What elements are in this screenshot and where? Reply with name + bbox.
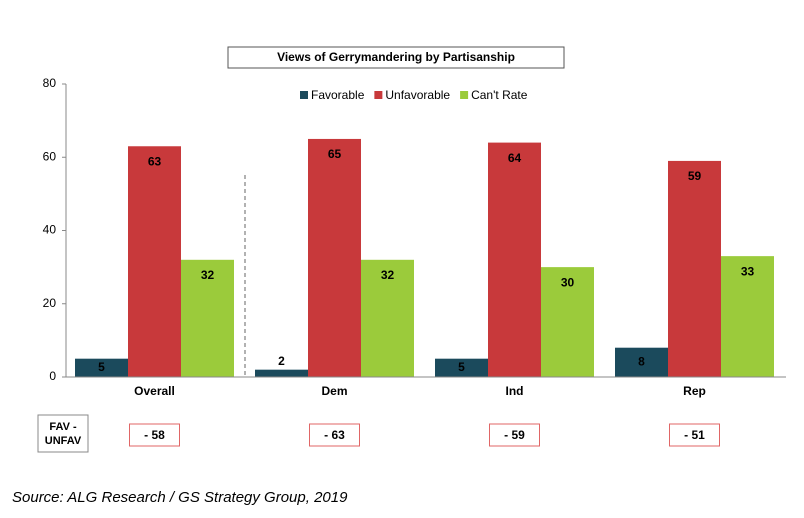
value-label: 63	[148, 154, 162, 168]
legend-label: Can't Rate	[471, 88, 528, 102]
bar	[668, 160, 721, 377]
x-tick-label: Overall	[134, 384, 175, 398]
value-label: 32	[381, 268, 395, 282]
chart-title: Views of Gerrymandering by Partisanship	[277, 50, 515, 64]
net-value: - 58	[144, 428, 165, 442]
title-box	[227, 46, 565, 69]
value-label: 65	[328, 147, 342, 161]
net-box	[309, 423, 360, 447]
y-tick-label: 60	[43, 149, 57, 163]
y-tick-label: 0	[49, 369, 56, 383]
net-label: UNFAV	[45, 435, 82, 447]
value-label: 33	[741, 264, 755, 278]
y-tick-label: 80	[43, 76, 57, 90]
y-tick-label: 40	[43, 223, 57, 237]
bar	[721, 256, 774, 377]
value-label: 32	[201, 268, 215, 282]
bar	[615, 347, 668, 377]
x-tick-label: Dem	[321, 384, 347, 398]
bar	[308, 138, 361, 377]
net-value: - 51	[684, 428, 705, 442]
net-value: - 59	[504, 428, 525, 442]
value-label: 5	[458, 360, 465, 374]
source: Source: ALG Research / GS Strategy Group…	[12, 489, 348, 506]
net-box	[129, 423, 180, 447]
legend-swatch	[460, 91, 469, 99]
x-tick-label: Ind	[506, 384, 524, 398]
net-box	[489, 423, 540, 447]
value-label: 59	[688, 169, 702, 183]
bar	[75, 358, 128, 377]
value-label: 64	[508, 151, 522, 165]
bar	[541, 267, 594, 377]
value-label: 5	[98, 360, 105, 374]
net-label: FAV -	[49, 421, 77, 433]
bar	[255, 369, 308, 377]
legend-swatch	[374, 91, 383, 99]
net-value: - 63	[324, 428, 345, 442]
legend-swatch	[300, 91, 308, 99]
value-label: 30	[561, 275, 575, 289]
x-tick-label: Rep	[683, 384, 706, 398]
bar	[435, 358, 488, 377]
value-label: 2	[278, 354, 285, 368]
legend-label: Unfavorable	[385, 88, 450, 102]
bar	[181, 259, 234, 377]
legend-label: Favorable	[311, 88, 365, 102]
net-box	[669, 423, 720, 447]
net-label-box	[37, 414, 89, 453]
y-tick-label: 20	[43, 296, 57, 310]
bar	[361, 259, 414, 377]
bar	[128, 146, 181, 377]
bar	[488, 142, 541, 377]
value-label: 8	[638, 355, 645, 369]
